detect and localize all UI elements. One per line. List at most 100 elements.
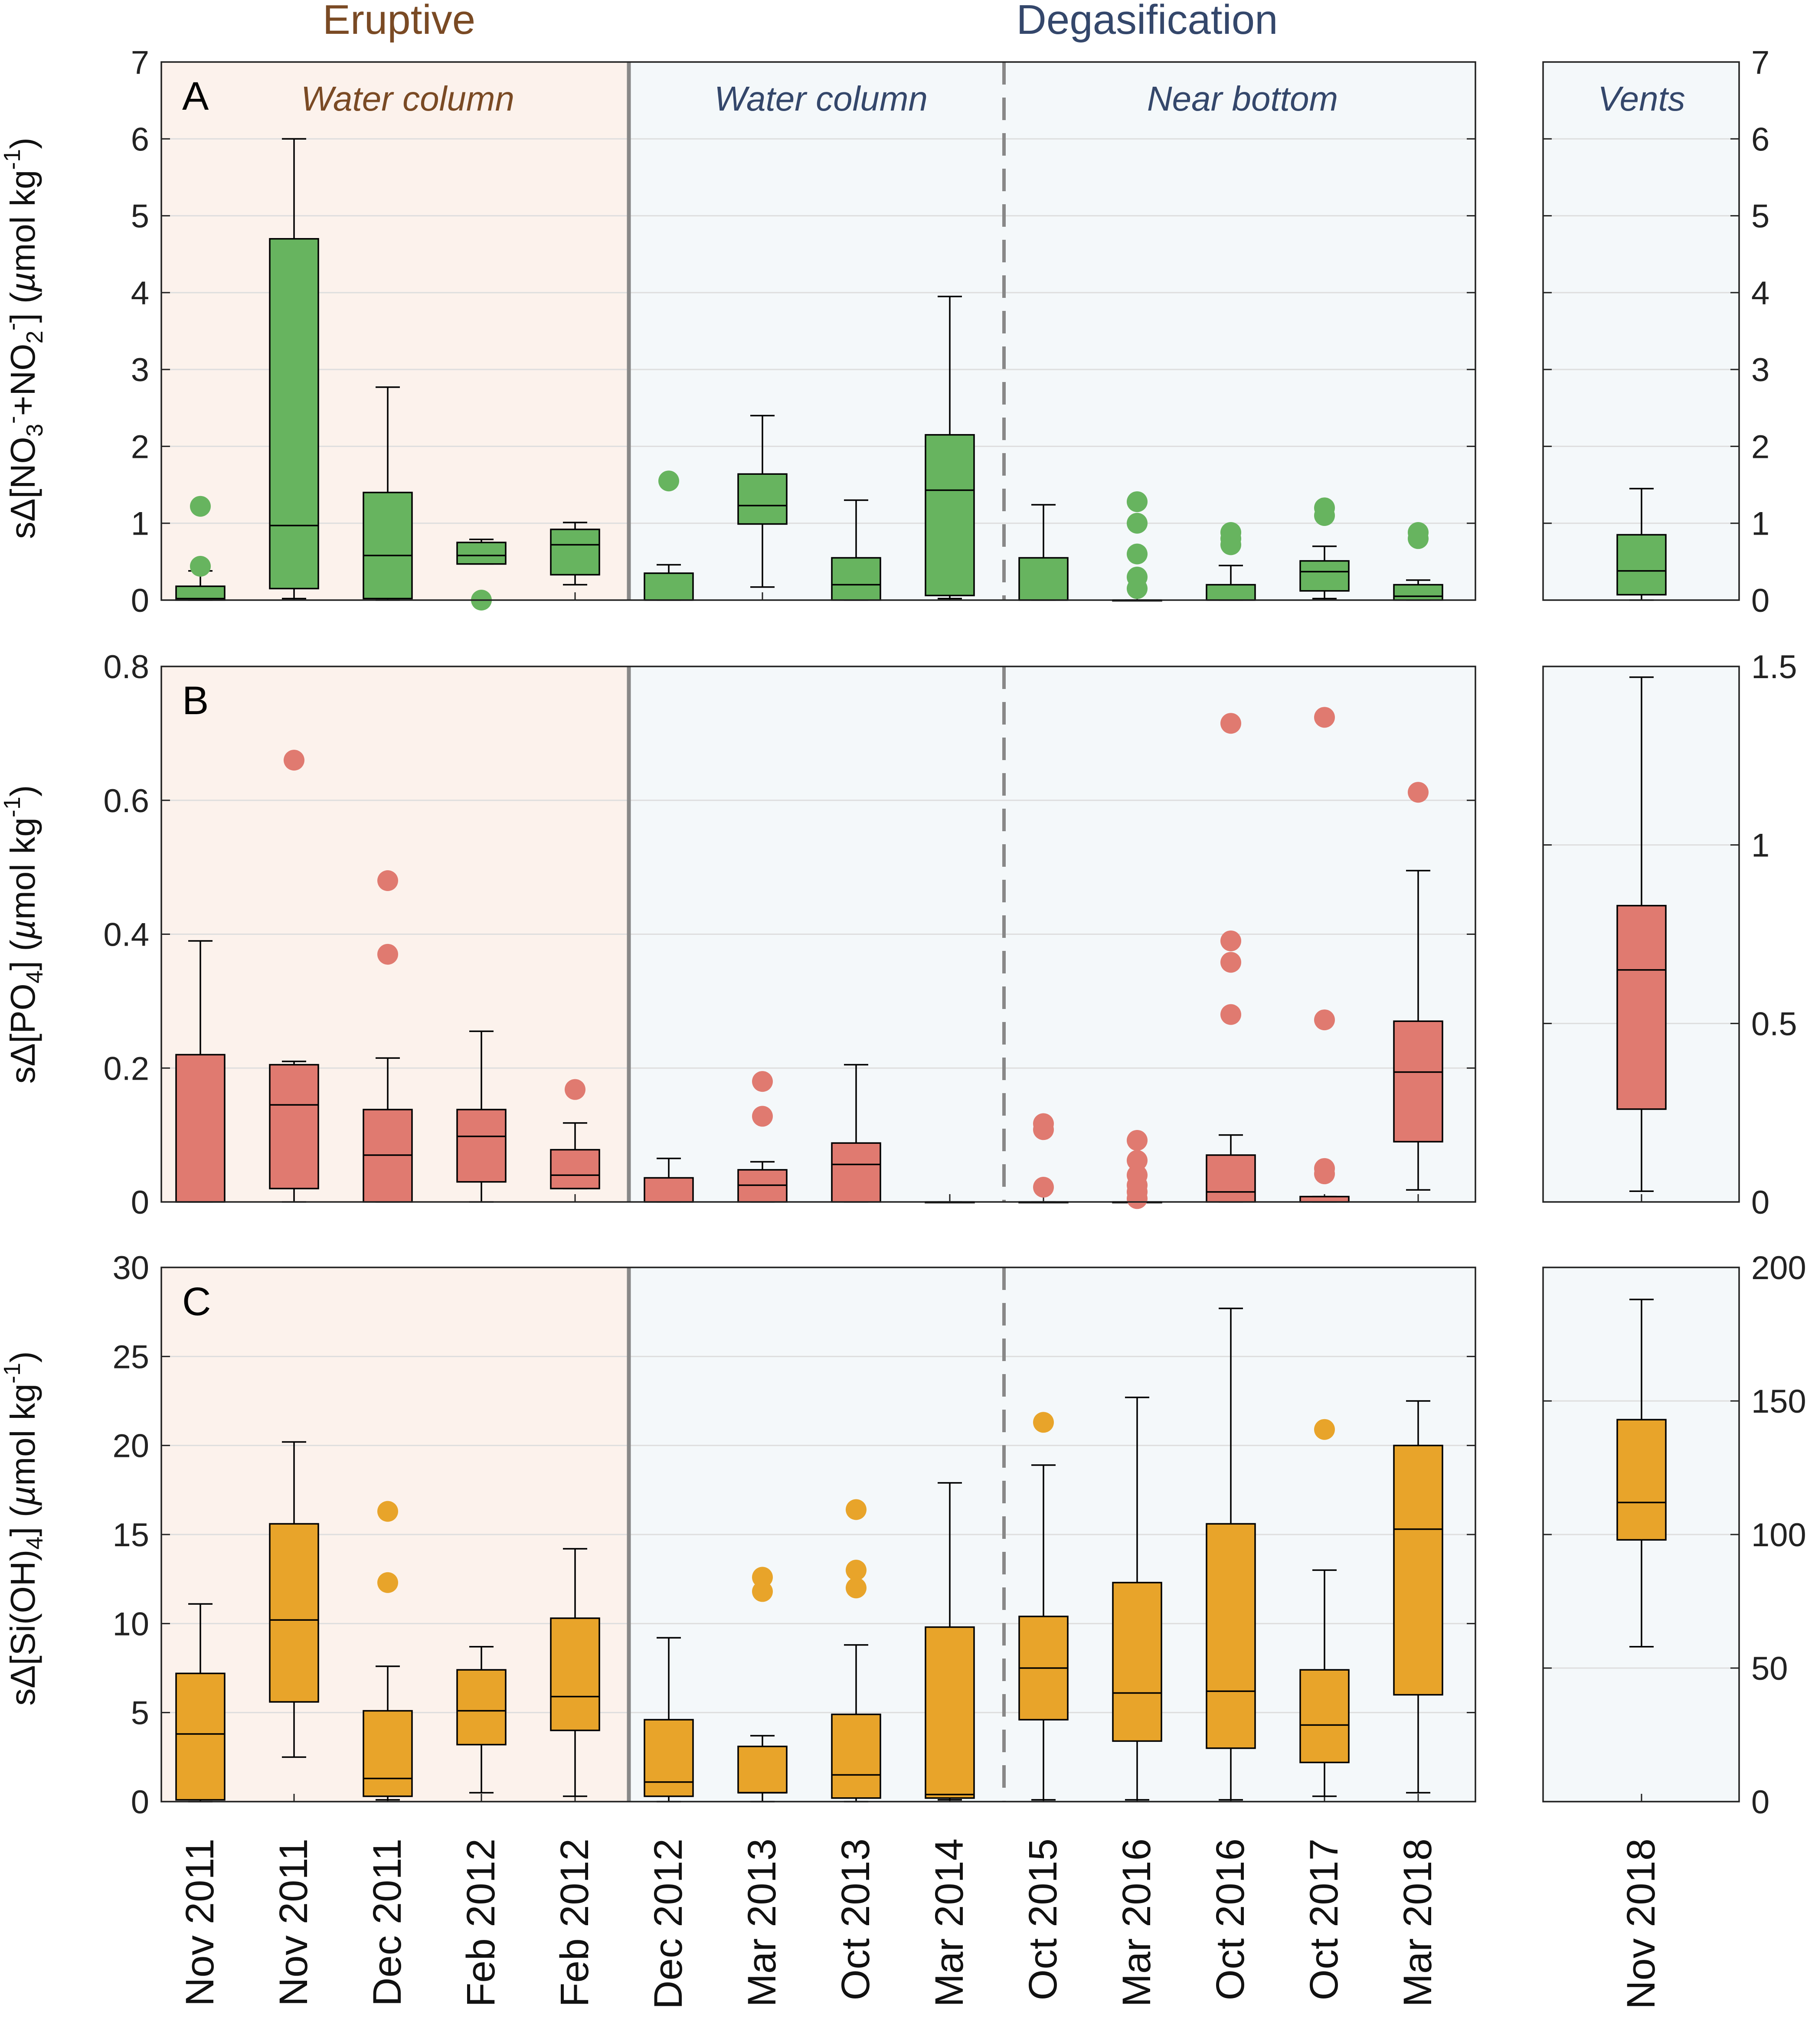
- vent-y-tick-label: 3: [1751, 352, 1769, 389]
- boxplot-outlier-0: [846, 1577, 867, 1599]
- boxplot-box: [1206, 1154, 1256, 1203]
- vent-y-tick-label: 0: [1751, 1784, 1769, 1821]
- vent-y-tick-label: 6: [1751, 121, 1769, 158]
- x-category-label: Nov 2011: [271, 1838, 316, 2006]
- boxplot-box: [456, 1669, 507, 1746]
- boxplot-a-13: [1393, 522, 1443, 601]
- vent-y-tick-label: 7: [1751, 44, 1769, 81]
- boxplot-box: [363, 492, 413, 600]
- x-category-label: Feb 2012: [553, 1838, 597, 2007]
- boxplot-outlier-2: [1220, 930, 1241, 951]
- boxplot-b-2: [363, 870, 413, 1203]
- panel-letter: B: [182, 679, 209, 723]
- panel-c: 0 5 10 15 20 25 30 0 50 100 150 200 C: [112, 1250, 1806, 1821]
- region-label-near-bottom: Near bottom: [1147, 79, 1338, 118]
- boxplot-outlier-1: [752, 1071, 773, 1092]
- y-tick-label: 4: [131, 275, 149, 312]
- boxplot-b-1: [269, 750, 319, 1203]
- boxplot-box: [1206, 1523, 1256, 1749]
- boxplot-box: [175, 1672, 226, 1801]
- boxplot-outlier-3: [1220, 713, 1241, 734]
- boxplot-b-6: [737, 1071, 788, 1203]
- boxplot-outlier-0: [1220, 1004, 1241, 1025]
- x-category-label: Mar 2018: [1396, 1838, 1440, 2007]
- y-tick-label: 2: [131, 428, 149, 465]
- boxplot-outlier-1: [846, 1560, 867, 1581]
- boxplot-b-11: [1206, 713, 1256, 1203]
- boxplot-outlier-5: [1127, 1130, 1148, 1151]
- boxplot-box: [1299, 560, 1350, 592]
- y-tick-label: 0: [131, 582, 149, 619]
- x-category-label: Oct 2017: [1302, 1838, 1346, 2000]
- y-tick-label: 0: [131, 1784, 149, 1821]
- x-category-label: Mar 2016: [1115, 1838, 1159, 2007]
- y-tick-label: 0.8: [103, 649, 149, 686]
- panel-b: 0 0.2 0.4 0.6 0.8 0 0.5 1 1.5 B: [103, 649, 1797, 1221]
- boxplot-box: [737, 473, 788, 525]
- vent-y-tick-label: 150: [1751, 1383, 1806, 1420]
- boxplot-box: [831, 1714, 881, 1799]
- vent-boxplot-box: [1616, 1419, 1667, 1541]
- vent-boxplot-box: [1616, 904, 1667, 1110]
- y-tick-label: 15: [112, 1517, 149, 1554]
- boxplot-outlier-1: [1314, 497, 1335, 519]
- boxplot-a-9: [1018, 504, 1069, 601]
- boxplot-box: [831, 1142, 881, 1203]
- boxplot-box: [269, 1064, 319, 1189]
- vent-y-tick-label: 2: [1751, 428, 1769, 465]
- y-tick-label: 10: [112, 1606, 149, 1642]
- region-label-vents: Vents: [1598, 79, 1685, 118]
- boxplot-box: [644, 1719, 694, 1797]
- boxplot-c-9: [1018, 1412, 1069, 1801]
- vent-axes-frame: [1542, 61, 1740, 601]
- boxplot-outlier-1: [1127, 566, 1148, 588]
- axes-frame: [160, 666, 1476, 1203]
- panel-letter: C: [182, 1280, 211, 1324]
- boxplot-c-vent: [1616, 1299, 1667, 1648]
- boxplot-outlier-0: [658, 470, 679, 492]
- boxplot-box: [456, 1109, 507, 1183]
- boxplot-box: [1393, 1444, 1443, 1696]
- boxplot-a-12: [1299, 497, 1350, 600]
- y-tick-label: 6: [131, 121, 149, 158]
- x-category-label: Feb 2012: [459, 1838, 503, 2007]
- boxplot-outlier-0: [1033, 1177, 1054, 1198]
- boxplot-outlier-3: [1127, 1165, 1148, 1186]
- axes-frame: [160, 61, 1476, 601]
- boxplot-outlier-1: [377, 870, 398, 891]
- header-degasification: Degasification: [1017, 0, 1278, 43]
- boxplot-outlier-0: [1314, 1419, 1335, 1440]
- vent-y-tick-label: 1: [1751, 506, 1769, 542]
- boxplot-box: [1393, 584, 1443, 601]
- boxplot-outlier-4: [1127, 1150, 1148, 1171]
- boxplot-outlier-1: [377, 1501, 398, 1522]
- boxplot-box: [925, 434, 975, 597]
- boxplot-outlier-4: [1127, 491, 1148, 513]
- y-tick-label: 0.2: [103, 1050, 149, 1087]
- region-label-water-column-eruptive: Water column: [301, 79, 514, 118]
- boxplot-c-11: [1206, 1307, 1256, 1801]
- boxplot-outlier-2: [1127, 543, 1148, 565]
- vent-y-tick-label: 1: [1751, 827, 1769, 864]
- boxplot-c-0: [175, 1603, 226, 1802]
- boxplot-outlier-2: [846, 1499, 867, 1520]
- boxplot-outlier-2: [1314, 1009, 1335, 1031]
- vent-y-tick-label: 1.5: [1751, 649, 1797, 686]
- boxplot-c-3: [456, 1646, 507, 1794]
- boxplot-outlier-1: [1408, 522, 1429, 543]
- boxplot-outlier-1: [190, 496, 211, 517]
- y-tick-label: 20: [112, 1428, 149, 1465]
- x-category-label: Mar 2013: [740, 1838, 784, 2007]
- boxplot-box: [269, 238, 319, 590]
- y-tick-label: 25: [112, 1339, 149, 1375]
- x-category-label: Nov 2011: [178, 1838, 222, 2006]
- vent-y-tick-label: 50: [1751, 1650, 1788, 1687]
- panels-layer: 0123456701234567A00.20.40.60.800.511.5B0…: [103, 44, 1806, 2009]
- y-tick-label: 5: [131, 198, 149, 235]
- boxplot-box: [644, 1177, 694, 1203]
- boxplot-b-vent: [1616, 676, 1667, 1192]
- boxplot-a-8: [925, 295, 975, 600]
- boxplot-box: [363, 1710, 413, 1797]
